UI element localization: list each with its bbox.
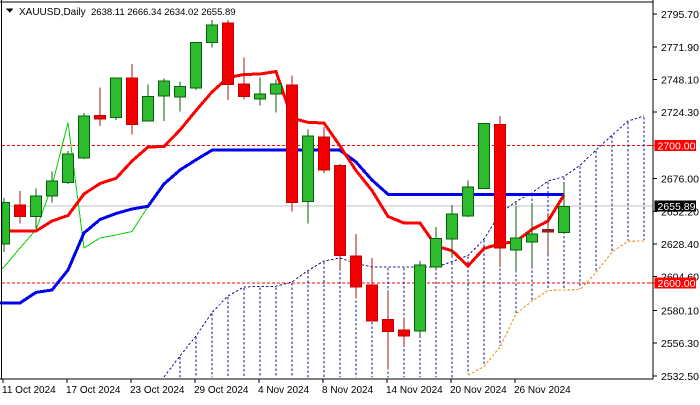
svg-text:2628.40: 2628.40 — [661, 239, 699, 251]
svg-text:2795.70: 2795.70 — [661, 9, 699, 21]
svg-text:8 Nov 2024: 8 Nov 2024 — [322, 385, 374, 396]
svg-text:29 Oct 2024: 29 Oct 2024 — [194, 385, 249, 396]
svg-text:2655.89: 2655.89 — [658, 201, 696, 213]
svg-text:14 Nov 2024: 14 Nov 2024 — [386, 385, 443, 396]
svg-text:2580.10: 2580.10 — [661, 305, 699, 317]
svg-text:11 Oct 2024: 11 Oct 2024 — [2, 385, 56, 396]
svg-text:17 Oct 2024: 17 Oct 2024 — [66, 385, 121, 396]
svg-text:2700.00: 2700.00 — [658, 141, 696, 153]
svg-text:2638.11 2666.34 2634.02 2655.8: 2638.11 2666.34 2634.02 2655.89 — [91, 7, 236, 18]
svg-text:20 Nov 2024: 20 Nov 2024 — [450, 385, 507, 396]
svg-text:2556.30: 2556.30 — [661, 338, 699, 350]
svg-text:2532.50: 2532.50 — [661, 371, 699, 383]
svg-text:23 Oct 2024: 23 Oct 2024 — [130, 385, 185, 396]
svg-text:2676.00: 2676.00 — [661, 174, 699, 186]
svg-text:XAUUSD,Daily: XAUUSD,Daily — [19, 7, 86, 18]
svg-text:2724.30: 2724.30 — [661, 107, 699, 119]
svg-text:4 Nov 2024: 4 Nov 2024 — [258, 385, 310, 396]
svg-text:2771.90: 2771.90 — [661, 42, 699, 54]
svg-text:2748.10: 2748.10 — [661, 75, 699, 87]
svg-text:26 Nov 2024: 26 Nov 2024 — [514, 385, 571, 396]
svg-text:2600.00: 2600.00 — [658, 278, 696, 290]
